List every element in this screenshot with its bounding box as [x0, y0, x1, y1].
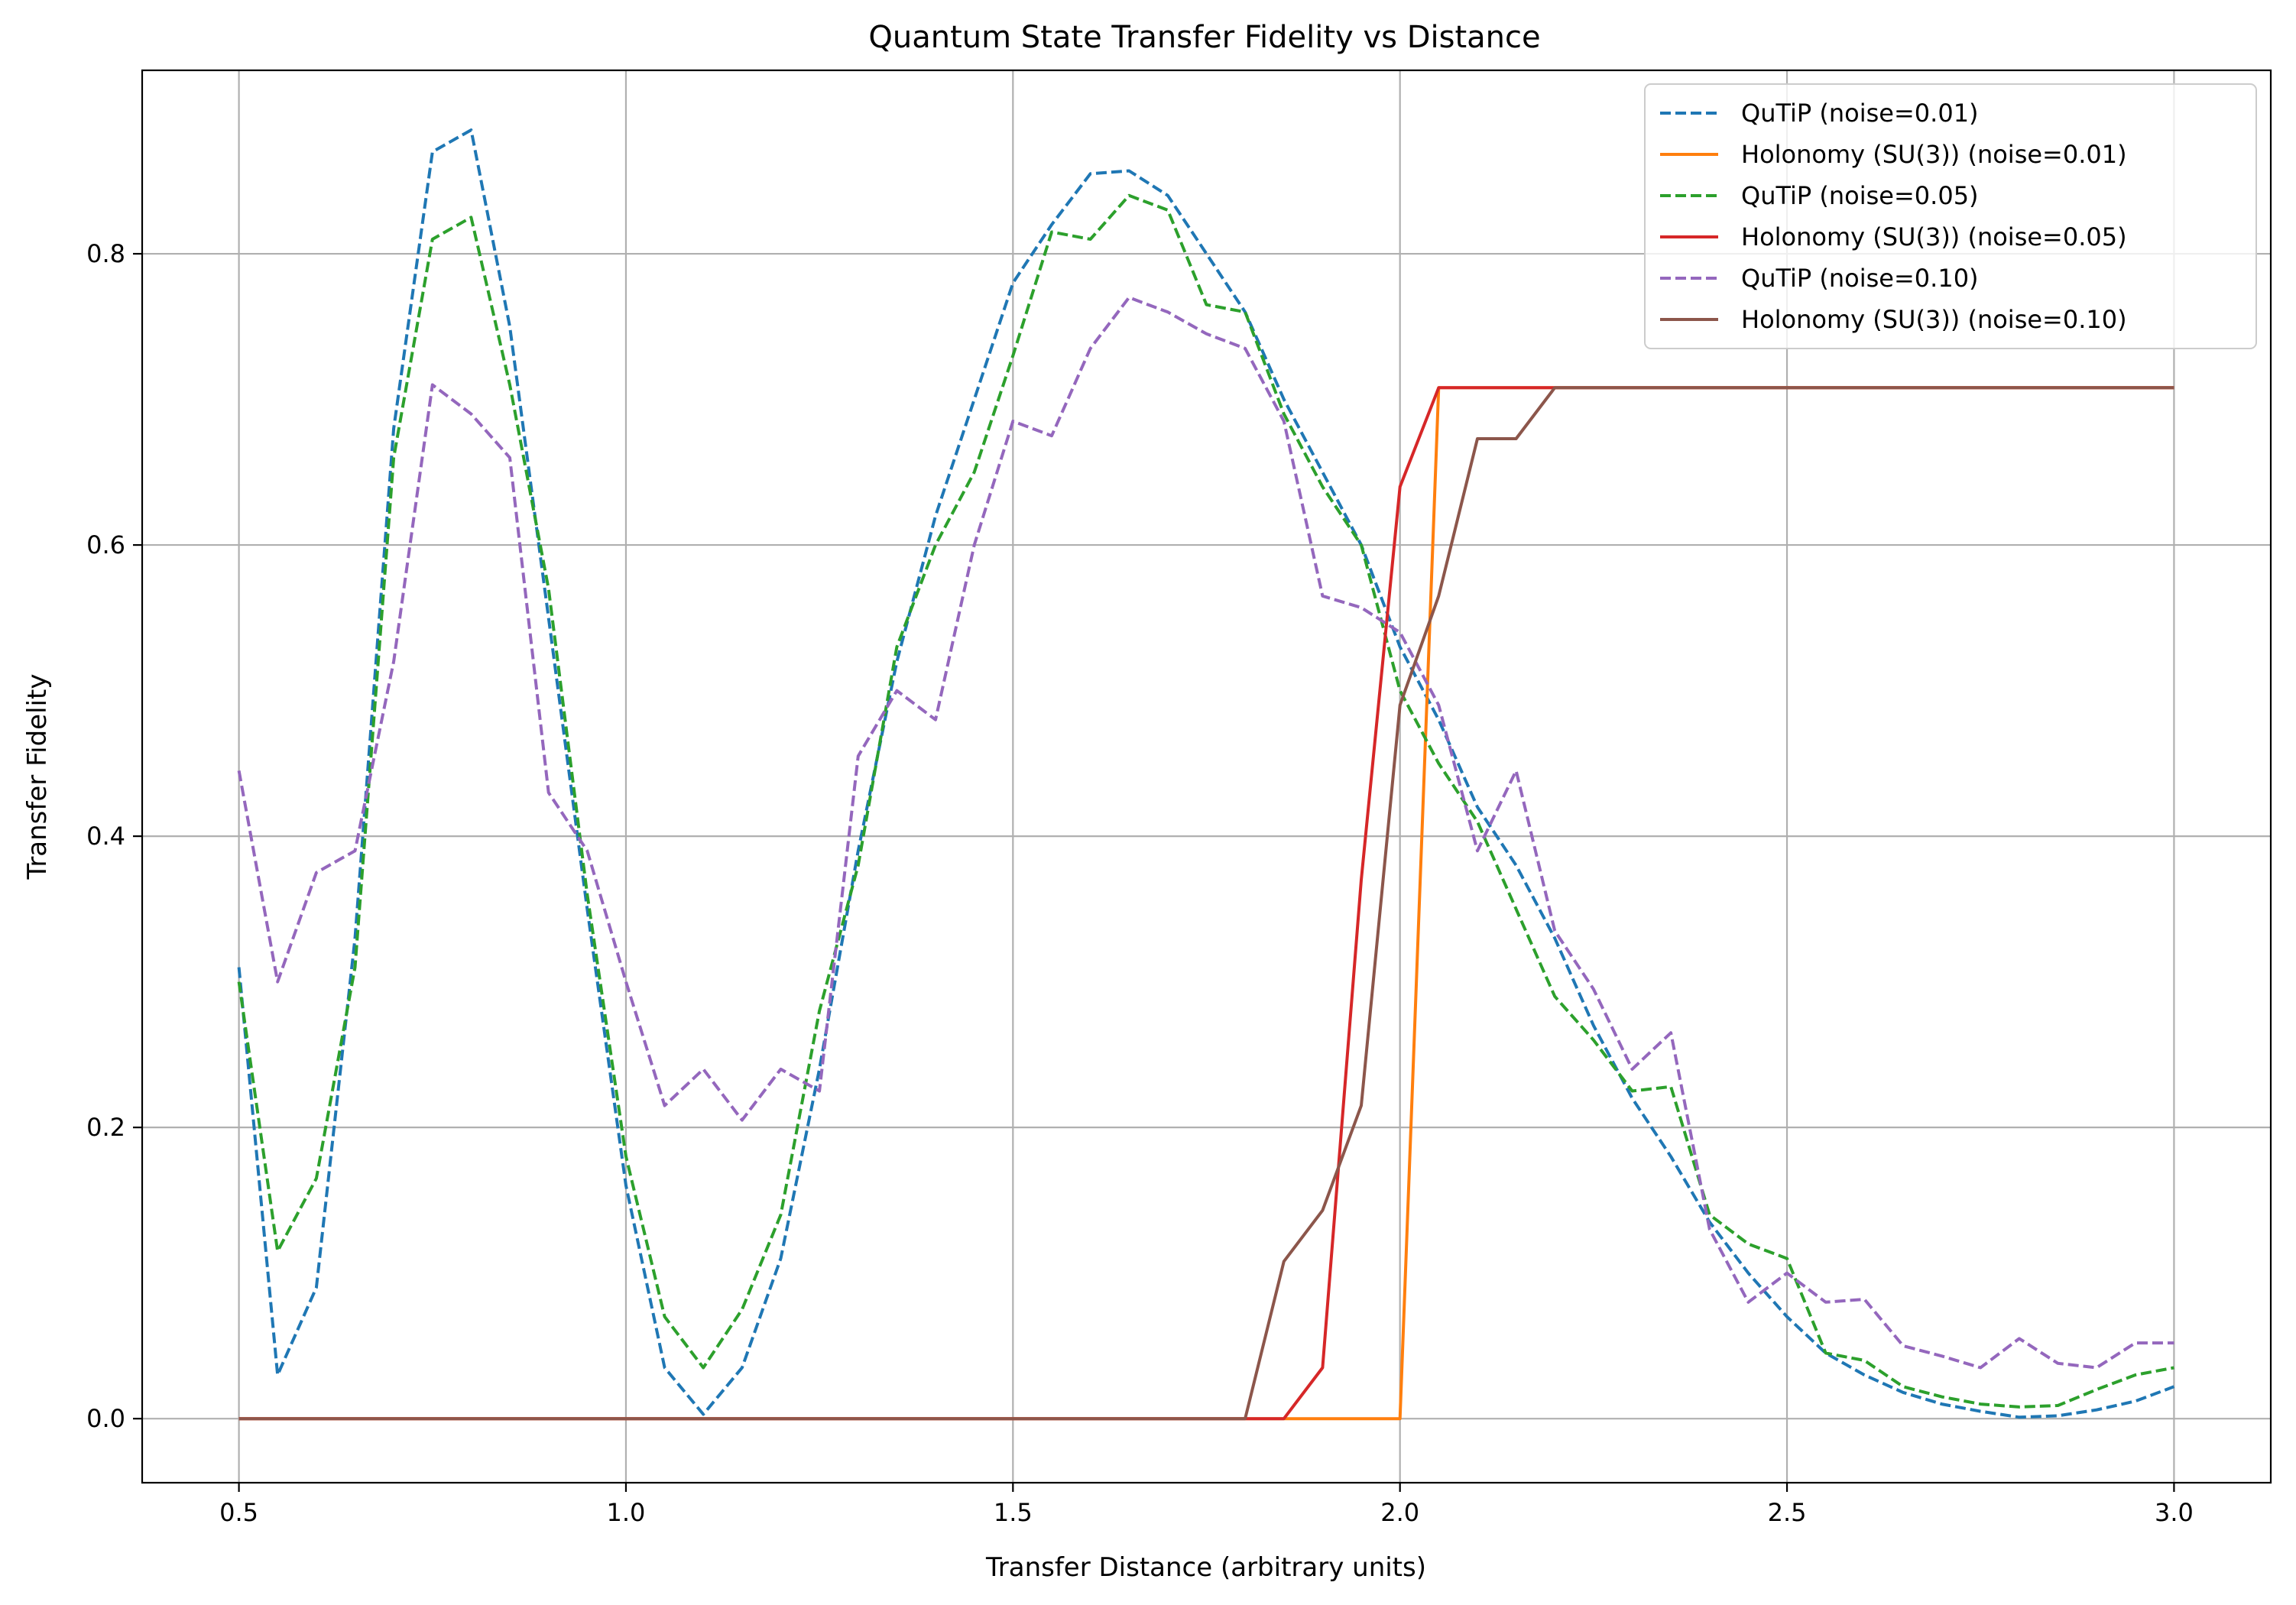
x-tick-label: 1.5	[994, 1498, 1033, 1527]
series-line-6	[238, 386, 2174, 1421]
x-tick-label: 2.0	[1380, 1498, 1419, 1527]
y-axis: 0.0 0.2 0.4 0.6 0.8	[86, 239, 142, 1433]
x-tick-label: 2.5	[1768, 1498, 1807, 1527]
legend-label-1: QuTiP (noise=0.01)	[1741, 99, 1979, 128]
x-tick-label: 3.0	[2155, 1498, 2194, 1527]
y-tick-label: 0.4	[86, 822, 125, 851]
series-line-3	[237, 193, 2174, 1409]
x-tick-label: 0.5	[219, 1498, 258, 1527]
series-layer	[237, 128, 2175, 1421]
legend-label-6: Holonomy (SU(3)) (noise=0.10)	[1741, 305, 2127, 334]
chart-title: Quantum State Transfer Fidelity vs Dista…	[868, 20, 1540, 55]
legend-label-3: QuTiP (noise=0.05)	[1741, 181, 1979, 210]
x-tick-label: 1.0	[607, 1498, 646, 1527]
y-axis-label: Transfer Fidelity	[22, 674, 53, 880]
plot-frame	[141, 69, 2272, 1484]
legend-box	[1644, 83, 2257, 349]
series-line-1	[237, 128, 2175, 1419]
y-tick-label: 0.6	[86, 530, 125, 559]
x-axis: 0.5 1.0 1.5 2.0 2.5 3.0	[219, 1483, 2194, 1527]
legend-label-2: Holonomy (SU(3)) (noise=0.01)	[1741, 140, 2127, 169]
y-tick-label: 0.0	[86, 1404, 125, 1433]
legend: QuTiP (noise=0.01) Holonomy (SU(3)) (nois…	[1644, 83, 2257, 349]
x-axis-label: Transfer Distance (arbitrary units)	[985, 1552, 1426, 1583]
y-tick-label: 0.2	[86, 1113, 125, 1142]
series-line-5	[237, 296, 2174, 1370]
legend-label-5: QuTiP (noise=0.10)	[1741, 264, 1979, 293]
legend-label-4: Holonomy (SU(3)) (noise=0.05)	[1741, 222, 2127, 251]
y-tick-label: 0.8	[86, 239, 125, 268]
